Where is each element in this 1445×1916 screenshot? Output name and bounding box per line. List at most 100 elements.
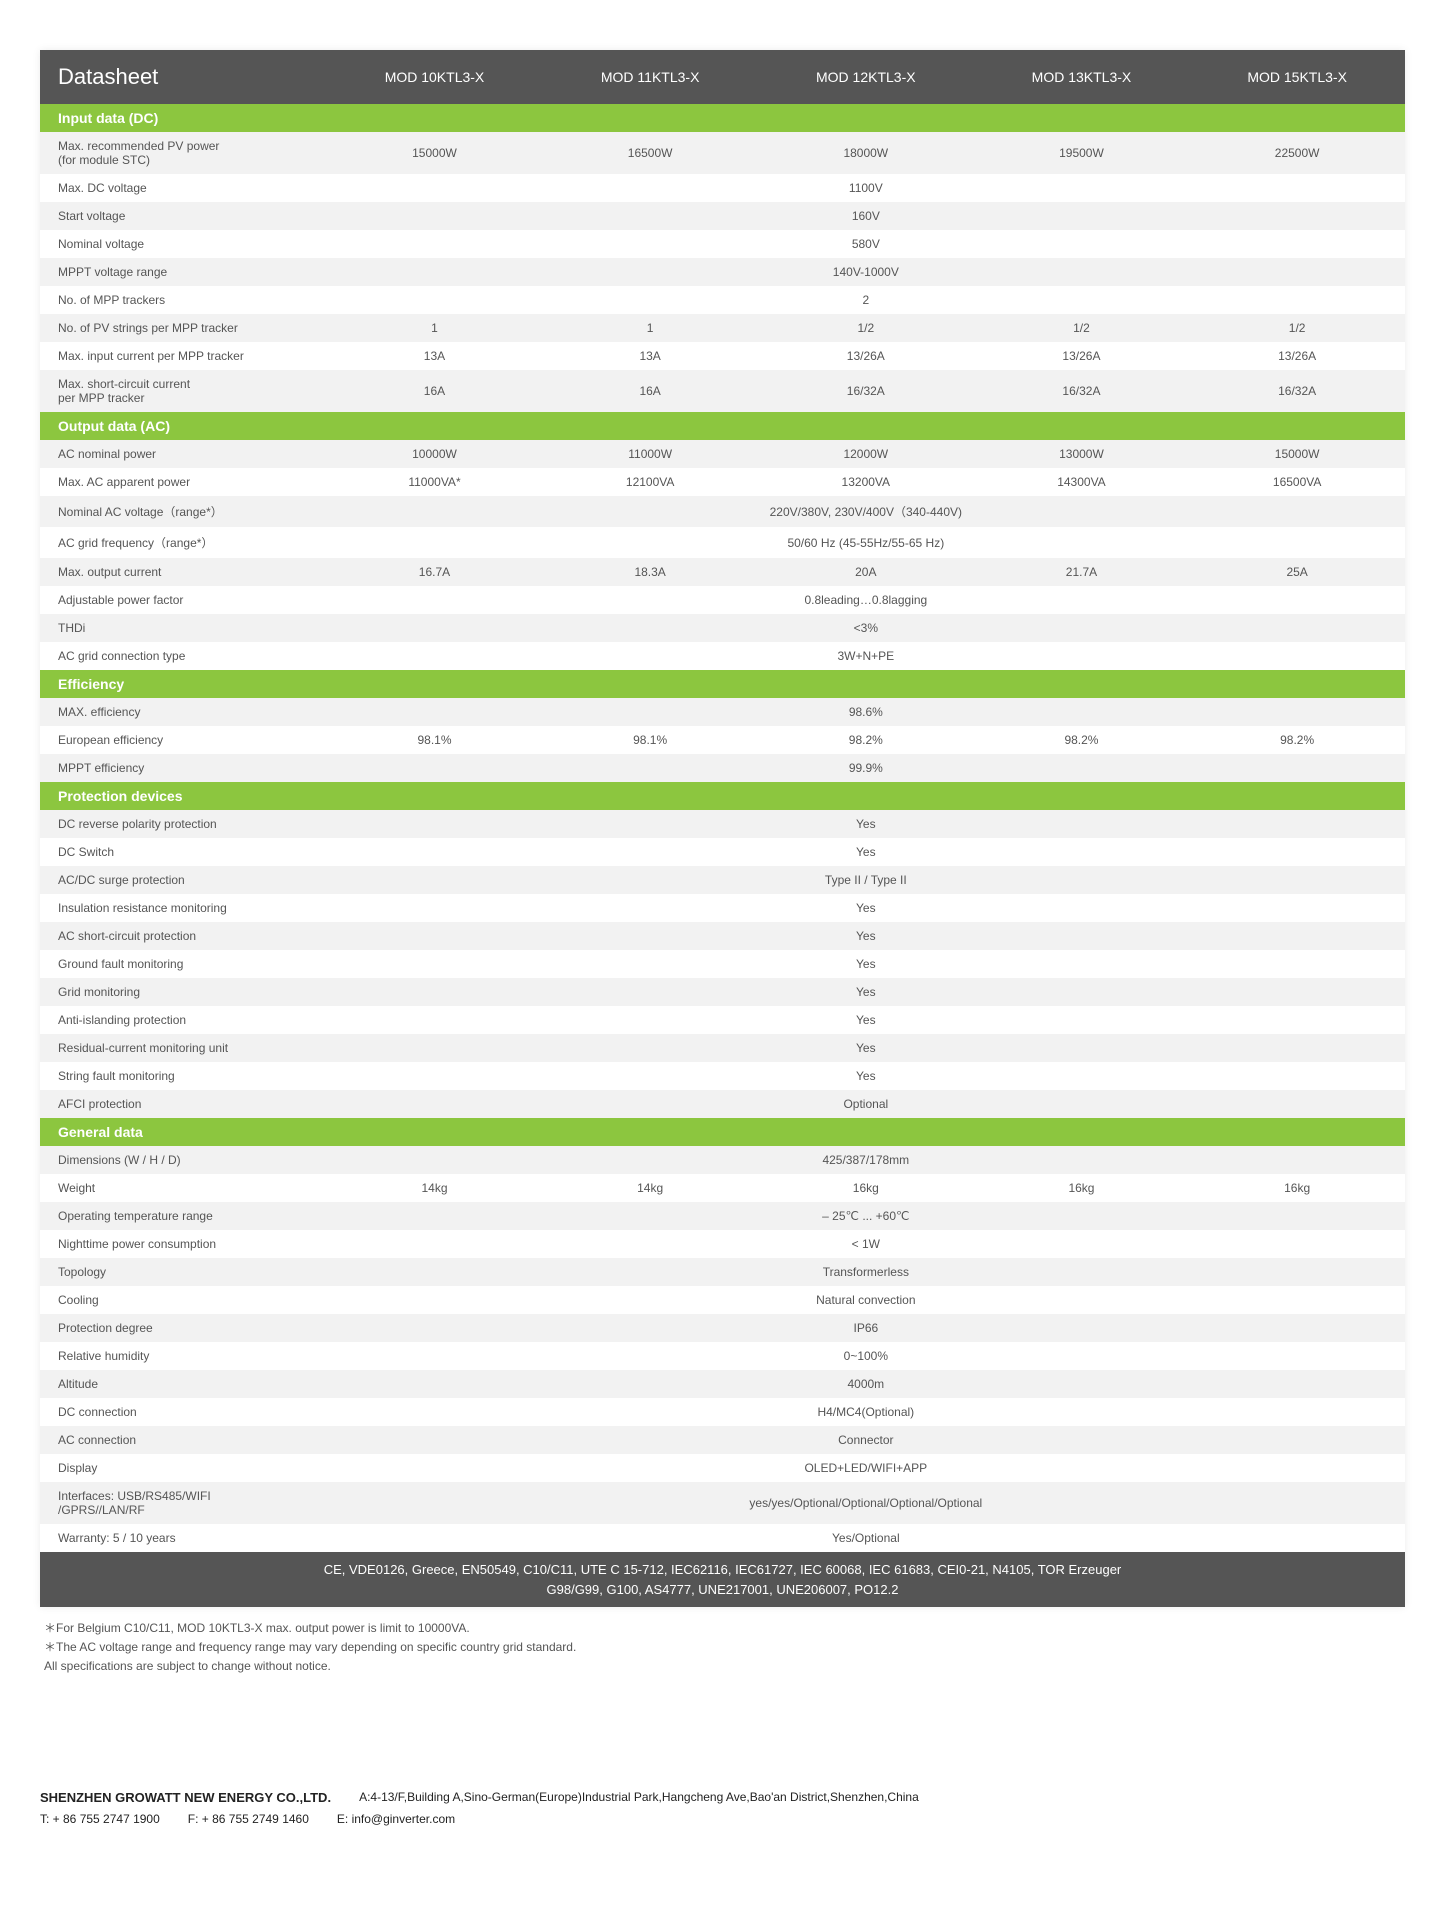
row-label: MAX. efficiency: [40, 698, 327, 726]
company-tel: T: + 86 755 2747 1900: [40, 1809, 160, 1829]
table-row: Relative humidity0~100%: [40, 1342, 1405, 1370]
row-label: Max. output current: [40, 558, 327, 586]
table-row: Anti-islanding protectionYes: [40, 1006, 1405, 1034]
row-value-merged: Yes: [327, 838, 1405, 866]
row-value: 16/32A: [1189, 370, 1405, 412]
row-value: 13/26A: [758, 342, 974, 370]
model-header: MOD 11KTL3-X: [542, 50, 758, 104]
table-row: Dimensions (W / H / D)425/387/178mm: [40, 1146, 1405, 1174]
table-row: Max. input current per MPP tracker13A13A…: [40, 342, 1405, 370]
row-label: Protection degree: [40, 1314, 327, 1342]
row-label: Weight: [40, 1174, 327, 1202]
table-row: No. of MPP trackers2: [40, 286, 1405, 314]
table-row: Operating temperature range– 25℃ ... +60…: [40, 1202, 1405, 1230]
certifications: CE, VDE0126, Greece, EN50549, C10/C11, U…: [40, 1552, 1405, 1607]
row-value: 20A: [758, 558, 974, 586]
row-value: 11000W: [542, 440, 758, 468]
section-title: Input data (DC): [40, 104, 1405, 132]
row-label: DC Switch: [40, 838, 327, 866]
row-label: Nominal voltage: [40, 230, 327, 258]
table-row: European efficiency98.1%98.1%98.2%98.2%9…: [40, 726, 1405, 754]
row-value-merged: 4000m: [327, 1370, 1405, 1398]
model-header: MOD 15KTL3-X: [1189, 50, 1405, 104]
row-label: Nominal AC voltage（range*）: [40, 496, 327, 527]
table-row: Nominal voltage580V: [40, 230, 1405, 258]
table-row: AFCI protectionOptional: [40, 1090, 1405, 1118]
table-row: Interfaces: USB/RS485/WIFI/GPRS//LAN/RFy…: [40, 1482, 1405, 1524]
table-row: String fault monitoringYes: [40, 1062, 1405, 1090]
footnote-line: All specifications are subject to change…: [44, 1657, 1405, 1676]
row-label: AC grid frequency（range*）: [40, 527, 327, 558]
row-value-merged: 99.9%: [327, 754, 1405, 782]
company-address: A:4-13/F,Building A,Sino-German(Europe)I…: [359, 1787, 919, 1809]
row-value-merged: 0~100%: [327, 1342, 1405, 1370]
section-title: Protection devices: [40, 782, 1405, 810]
table-row: DC reverse polarity protectionYes: [40, 810, 1405, 838]
row-label: Grid monitoring: [40, 978, 327, 1006]
table-row: MPPT efficiency99.9%: [40, 754, 1405, 782]
row-value-merged: Type II / Type II: [327, 866, 1405, 894]
table-row: MAX. efficiency98.6%: [40, 698, 1405, 726]
row-label: Display: [40, 1454, 327, 1482]
row-label: MPPT voltage range: [40, 258, 327, 286]
row-label: Operating temperature range: [40, 1202, 327, 1230]
row-value: 19500W: [974, 132, 1190, 174]
row-value: 16A: [542, 370, 758, 412]
company-email: E: info@ginverter.com: [337, 1809, 455, 1829]
row-value-merged: – 25℃ ... +60℃: [327, 1202, 1405, 1230]
certifications-row: CE, VDE0126, Greece, EN50549, C10/C11, U…: [40, 1552, 1405, 1607]
table-row: Warranty: 5 / 10 yearsYes/Optional: [40, 1524, 1405, 1552]
table-row: Max. recommended PV power(for module STC…: [40, 132, 1405, 174]
row-value: 98.2%: [1189, 726, 1405, 754]
table-row: Adjustable power factor0.8leading…0.8lag…: [40, 586, 1405, 614]
row-label: Nighttime power consumption: [40, 1230, 327, 1258]
section-header: General data: [40, 1118, 1405, 1146]
row-label: MPPT efficiency: [40, 754, 327, 782]
row-value: 16500VA: [1189, 468, 1405, 496]
section-header: Protection devices: [40, 782, 1405, 810]
row-label: No. of PV strings per MPP tracker: [40, 314, 327, 342]
row-value-merged: IP66: [327, 1314, 1405, 1342]
row-label: THDi: [40, 614, 327, 642]
row-value: 12000W: [758, 440, 974, 468]
table-row: Weight14kg14kg16kg16kg16kg: [40, 1174, 1405, 1202]
section-title: Efficiency: [40, 670, 1405, 698]
row-value: 1/2: [1189, 314, 1405, 342]
row-label: Topology: [40, 1258, 327, 1286]
row-value-merged: 160V: [327, 202, 1405, 230]
table-row: DC connectionH4/MC4(Optional): [40, 1398, 1405, 1426]
row-label: Dimensions (W / H / D): [40, 1146, 327, 1174]
company-name: SHENZHEN GROWATT NEW ENERGY CO.,LTD.: [40, 1787, 331, 1809]
table-row: Grid monitoringYes: [40, 978, 1405, 1006]
row-value-merged: Optional: [327, 1090, 1405, 1118]
section-title: Output data (AC): [40, 412, 1405, 440]
model-header: MOD 10KTL3-X: [327, 50, 543, 104]
row-value-merged: 2: [327, 286, 1405, 314]
model-header: MOD 12KTL3-X: [758, 50, 974, 104]
row-value: 13A: [327, 342, 543, 370]
row-value-merged: 425/387/178mm: [327, 1146, 1405, 1174]
row-value: 10000W: [327, 440, 543, 468]
table-row: Residual-current monitoring unitYes: [40, 1034, 1405, 1062]
model-header: MOD 13KTL3-X: [974, 50, 1190, 104]
table-row: No. of PV strings per MPP tracker111/21/…: [40, 314, 1405, 342]
section-title: General data: [40, 1118, 1405, 1146]
row-value: 21.7A: [974, 558, 1190, 586]
row-value: 16.7A: [327, 558, 543, 586]
footnote-line: ＊For Belgium C10/C11, MOD 10KTL3-X max. …: [44, 1619, 1405, 1638]
row-value-merged: 3W+N+PE: [327, 642, 1405, 670]
row-label: Start voltage: [40, 202, 327, 230]
row-value: 98.2%: [974, 726, 1190, 754]
row-label: AC connection: [40, 1426, 327, 1454]
datasheet-title: Datasheet: [40, 50, 327, 104]
row-label: Interfaces: USB/RS485/WIFI/GPRS//LAN/RF: [40, 1482, 327, 1524]
row-value-merged: Yes: [327, 922, 1405, 950]
table-row: TopologyTransformerless: [40, 1258, 1405, 1286]
row-value: 98.2%: [758, 726, 974, 754]
row-value-merged: 98.6%: [327, 698, 1405, 726]
row-value: 16500W: [542, 132, 758, 174]
row-label: Relative humidity: [40, 1342, 327, 1370]
row-value-merged: 220V/380V, 230V/400V（340-440V): [327, 496, 1405, 527]
row-label: AC/DC surge protection: [40, 866, 327, 894]
row-label: Max. short-circuit currentper MPP tracke…: [40, 370, 327, 412]
